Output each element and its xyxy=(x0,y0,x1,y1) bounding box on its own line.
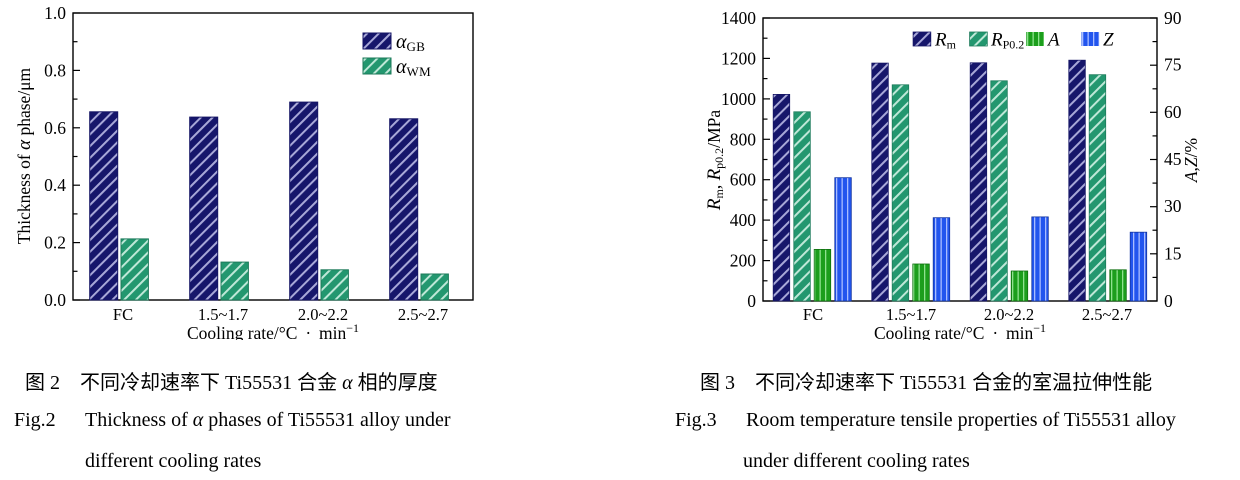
svg-text:400: 400 xyxy=(730,210,757,230)
svg-text:0.8: 0.8 xyxy=(44,60,66,80)
svg-text:Z: Z xyxy=(1103,30,1114,51)
svg-text:1.0: 1.0 xyxy=(44,3,66,23)
svg-text:45: 45 xyxy=(1164,149,1182,169)
svg-text:Cooling rate/°C · min−1: Cooling rate/°C · min−1 xyxy=(187,321,359,340)
svg-text:0: 0 xyxy=(747,291,756,311)
svg-text:0.2: 0.2 xyxy=(44,233,66,253)
svg-text:2.0~2.2: 2.0~2.2 xyxy=(984,305,1034,324)
svg-text:2.5~2.7: 2.5~2.7 xyxy=(398,305,448,324)
svg-text:1.5~1.7: 1.5~1.7 xyxy=(198,305,248,324)
svg-text:800: 800 xyxy=(730,129,757,149)
svg-text:1000: 1000 xyxy=(721,89,756,109)
svg-text:FC: FC xyxy=(113,305,133,324)
svg-text:90: 90 xyxy=(1164,8,1182,28)
svg-text:FC: FC xyxy=(803,305,823,324)
svg-text:0.4: 0.4 xyxy=(44,175,66,195)
svg-text:2.5~2.7: 2.5~2.7 xyxy=(1082,305,1132,324)
svg-text:Cooling rate/°C · min−1: Cooling rate/°C · min−1 xyxy=(874,321,1046,340)
svg-text:0.6: 0.6 xyxy=(44,118,66,138)
svg-text:1.5~1.7: 1.5~1.7 xyxy=(886,305,936,324)
svg-text:2.0~2.2: 2.0~2.2 xyxy=(298,305,348,324)
svg-text:0: 0 xyxy=(1164,291,1173,311)
svg-text:15: 15 xyxy=(1164,243,1182,263)
svg-text:1400: 1400 xyxy=(721,8,756,28)
svg-text:30: 30 xyxy=(1164,196,1182,216)
svg-text:0.0: 0.0 xyxy=(44,290,66,310)
svg-text:60: 60 xyxy=(1164,102,1182,122)
svg-text:A: A xyxy=(1046,30,1060,51)
svg-text:Thickness of α phase/μm: Thickness of α phase/μm xyxy=(14,67,35,244)
svg-text:Rm, Rp0.2/MPa: Rm, Rp0.2/MPa xyxy=(704,110,726,211)
svg-text:75: 75 xyxy=(1164,55,1182,75)
svg-text:1200: 1200 xyxy=(721,48,756,68)
svg-text:600: 600 xyxy=(730,170,757,190)
svg-text:A,Z/%: A,Z/% xyxy=(1181,138,1201,183)
svg-text:200: 200 xyxy=(730,251,757,271)
